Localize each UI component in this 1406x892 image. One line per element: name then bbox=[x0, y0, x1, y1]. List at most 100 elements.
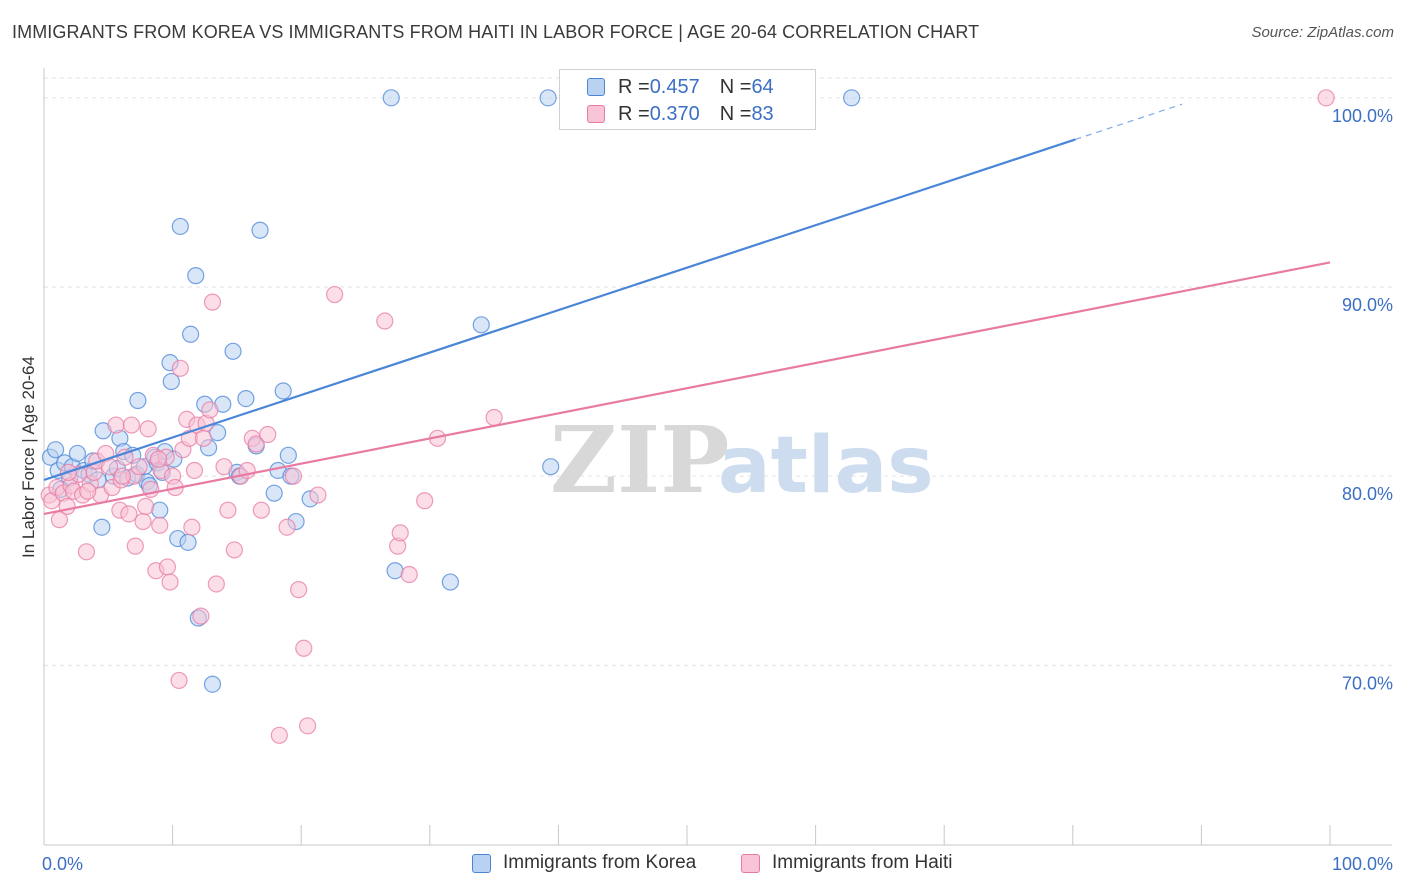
data-points bbox=[40, 89, 1335, 744]
haiti-point bbox=[139, 420, 157, 438]
haiti-point bbox=[259, 425, 277, 444]
haiti-point bbox=[134, 512, 152, 531]
korea-point bbox=[151, 501, 169, 519]
trend-lines bbox=[43, 103, 1331, 516]
korea-point bbox=[187, 267, 205, 285]
korea-point bbox=[68, 444, 87, 463]
haiti-point bbox=[122, 416, 141, 434]
korea-point bbox=[224, 342, 242, 360]
korea-r-value: 0.457 bbox=[649, 75, 700, 98]
haiti-point bbox=[278, 518, 296, 536]
bottom-haiti-label: Immigrants from Haiti bbox=[772, 852, 953, 873]
bottom-haiti-swatch bbox=[741, 853, 760, 873]
haiti-point bbox=[136, 497, 155, 516]
korea-point bbox=[251, 221, 269, 239]
grid-lines bbox=[44, 77, 1392, 666]
watermark: ZIP atlas bbox=[550, 406, 934, 514]
korea-point bbox=[171, 217, 189, 236]
korea-swatch bbox=[587, 78, 605, 96]
watermark-zip: ZIP bbox=[550, 406, 729, 514]
haiti-point bbox=[400, 565, 418, 584]
x-tick-label-left: 0.0% bbox=[42, 854, 83, 874]
haiti-point bbox=[295, 639, 313, 657]
haiti-point bbox=[170, 671, 188, 690]
legend-row-korea: R = 0.457 N = 64 bbox=[560, 74, 774, 100]
haiti-point bbox=[161, 573, 179, 591]
haiti-n-value: 83 bbox=[751, 102, 774, 125]
bottom-legend-korea: Immigrants from Korea bbox=[472, 852, 696, 874]
korea-point bbox=[382, 89, 400, 107]
haiti-point bbox=[194, 429, 213, 447]
haiti-point bbox=[58, 497, 76, 516]
haiti-point bbox=[192, 607, 210, 625]
korea-point bbox=[472, 316, 490, 334]
haiti-point bbox=[207, 575, 225, 593]
haiti-point bbox=[107, 416, 125, 434]
watermark-atlas: atlas bbox=[718, 421, 934, 511]
haiti-point bbox=[185, 461, 204, 480]
korea-point bbox=[203, 675, 222, 693]
haiti-point bbox=[299, 717, 317, 735]
haiti-point bbox=[203, 293, 222, 311]
haiti-point bbox=[376, 312, 394, 330]
chart-source: Source: ZipAtlas.com bbox=[1251, 24, 1394, 41]
bottom-korea-swatch bbox=[472, 853, 491, 873]
bottom-korea-label: Immigrants from Korea bbox=[503, 852, 697, 873]
haiti-swatch bbox=[587, 105, 605, 123]
korea-point bbox=[265, 484, 283, 502]
korea-point bbox=[93, 518, 111, 536]
haiti-point bbox=[290, 581, 308, 599]
x-tick-label-right: 100.0% bbox=[1332, 854, 1393, 874]
haiti-point bbox=[219, 501, 237, 519]
correlation-legend: R = 0.457 N = 64 R = 0.370 N = 83 bbox=[559, 69, 816, 130]
haiti-point bbox=[149, 450, 168, 468]
haiti-point bbox=[183, 518, 201, 536]
haiti-point bbox=[113, 467, 132, 485]
korea-point bbox=[441, 573, 459, 591]
korea-point bbox=[542, 458, 560, 476]
haiti-point bbox=[270, 726, 288, 744]
haiti-trend-line bbox=[43, 261, 1331, 516]
haiti-point bbox=[120, 505, 138, 523]
korea-point bbox=[179, 533, 197, 551]
haiti-point bbox=[391, 524, 409, 542]
haiti-point bbox=[130, 458, 148, 476]
korea-point bbox=[162, 372, 180, 391]
haiti-point bbox=[79, 482, 97, 500]
korea-point bbox=[279, 446, 297, 464]
korea-point bbox=[182, 325, 200, 343]
korea-point bbox=[539, 89, 557, 107]
haiti-point bbox=[225, 541, 243, 559]
axis-labels: 100.0% 90.0% 80.0% 70.0% 0.0% 100.0% bbox=[42, 106, 1393, 874]
korea-n-label: N = bbox=[719, 75, 752, 98]
korea-point bbox=[237, 389, 255, 408]
bottom-legend-haiti: Immigrants from Haiti bbox=[741, 852, 953, 874]
haiti-point bbox=[326, 285, 344, 304]
korea-point bbox=[843, 89, 861, 107]
korea-trend-extension bbox=[1075, 103, 1183, 141]
korea-point bbox=[274, 382, 292, 400]
haiti-point bbox=[284, 467, 303, 485]
korea-point bbox=[46, 441, 65, 459]
y-axis-label: In Labor Force | Age 20-64 bbox=[19, 356, 38, 558]
korea-trend-line bbox=[43, 138, 1076, 481]
y-tick-label: 70.0% bbox=[1342, 673, 1393, 693]
korea-point bbox=[386, 562, 404, 580]
y-tick-label: 100.0% bbox=[1332, 106, 1393, 126]
y-tick-label: 80.0% bbox=[1342, 484, 1393, 504]
chart-title: IMMIGRANTS FROM KOREA VS IMMIGRANTS FROM… bbox=[12, 22, 980, 42]
haiti-point bbox=[309, 486, 327, 504]
haiti-point bbox=[416, 492, 434, 510]
haiti-point bbox=[126, 537, 144, 555]
haiti-r-value: 0.370 bbox=[649, 102, 700, 125]
haiti-point bbox=[158, 558, 177, 576]
haiti-point bbox=[252, 501, 270, 519]
haiti-n-label: N = bbox=[719, 102, 752, 125]
haiti-point bbox=[77, 543, 96, 561]
haiti-point bbox=[485, 408, 503, 427]
korea-n-value: 64 bbox=[751, 75, 774, 98]
haiti-point bbox=[116, 448, 134, 466]
korea-point bbox=[129, 391, 147, 410]
haiti-point bbox=[151, 516, 169, 534]
